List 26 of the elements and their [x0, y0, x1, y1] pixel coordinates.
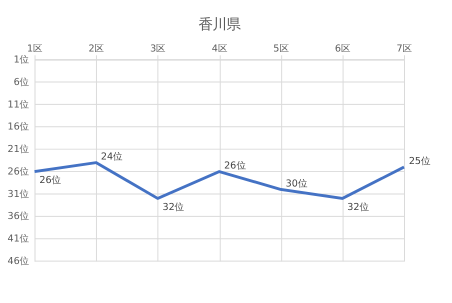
data-label: 25位	[408, 155, 432, 168]
y-tick-label: 46位	[8, 255, 30, 268]
data-label: 30位	[286, 178, 308, 190]
x-tick-label: 1区	[26, 43, 44, 54]
y-tick-label: 16位	[8, 120, 30, 133]
y-tick-label: 6位	[14, 76, 30, 88]
y-tick-label: 31位	[8, 188, 30, 200]
y-tick-label: 26位	[8, 165, 30, 178]
x-tick-label: 4区	[212, 43, 228, 54]
x-tick-label: 3区	[150, 43, 166, 54]
x-tick-label: 5区	[273, 43, 290, 54]
x-tick-label: 2区	[88, 43, 105, 54]
y-tick-label: 36位	[8, 210, 30, 222]
y-tick-label: 1位	[14, 53, 30, 66]
y-tick-label: 11位	[8, 98, 30, 110]
data-label: 24位	[100, 150, 124, 163]
data-label: 32位	[347, 200, 370, 213]
data-label: 26位	[224, 160, 246, 172]
data-label: 26位	[39, 174, 62, 186]
data-label: 32位	[162, 200, 185, 213]
x-tick-label: 7区	[396, 43, 413, 54]
x-tick-label: 6区	[334, 43, 351, 54]
y-tick-label: 21位	[8, 143, 30, 156]
line-series	[33, 161, 406, 200]
y-tick-label: 41位	[8, 232, 30, 245]
chart-title: 香川県	[198, 16, 240, 33]
